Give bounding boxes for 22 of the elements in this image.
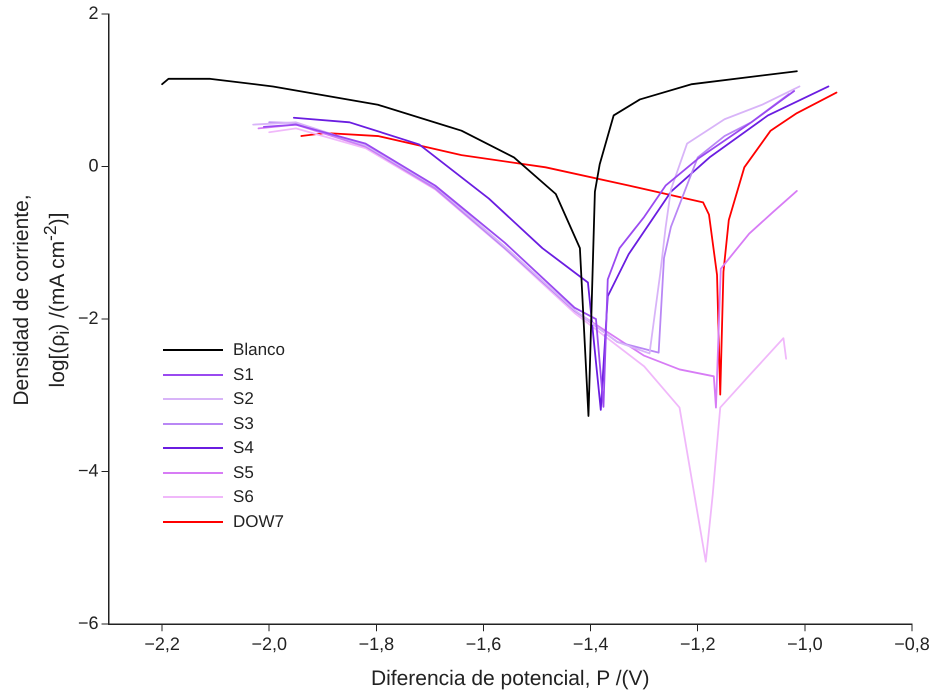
x-tick-label: −2,2 bbox=[144, 634, 180, 654]
x-tick-label: −2,0 bbox=[251, 634, 287, 654]
y-tick-label: −4 bbox=[78, 460, 99, 481]
x-tick-label: −1,0 bbox=[787, 634, 823, 654]
y-tick-label: 0 bbox=[88, 156, 99, 176]
x-axis-title: Diferencia de potencial, P /(V) bbox=[370, 667, 650, 690]
legend-label: S1 bbox=[233, 364, 254, 385]
y-tick-label: −6 bbox=[78, 613, 99, 634]
x-tick-label: −1,6 bbox=[466, 634, 502, 654]
y-tick-label: −2 bbox=[78, 308, 99, 328]
legend-label: S4 bbox=[233, 438, 254, 458]
x-tick-label: −1,2 bbox=[680, 634, 716, 654]
legend-label: Blanco bbox=[233, 340, 285, 360]
legend-label: S3 bbox=[233, 414, 254, 434]
legend-label: S5 bbox=[233, 462, 254, 483]
x-tick-label: −1,4 bbox=[572, 634, 608, 654]
x-tick-label: −0,8 bbox=[894, 634, 930, 654]
legend-label: S2 bbox=[233, 389, 254, 410]
x-tick-label: −1,8 bbox=[358, 634, 394, 654]
legend-label: S6 bbox=[233, 487, 254, 508]
legend-label: DOW7 bbox=[233, 512, 284, 532]
y-tick-label: 2 bbox=[88, 2, 99, 23]
